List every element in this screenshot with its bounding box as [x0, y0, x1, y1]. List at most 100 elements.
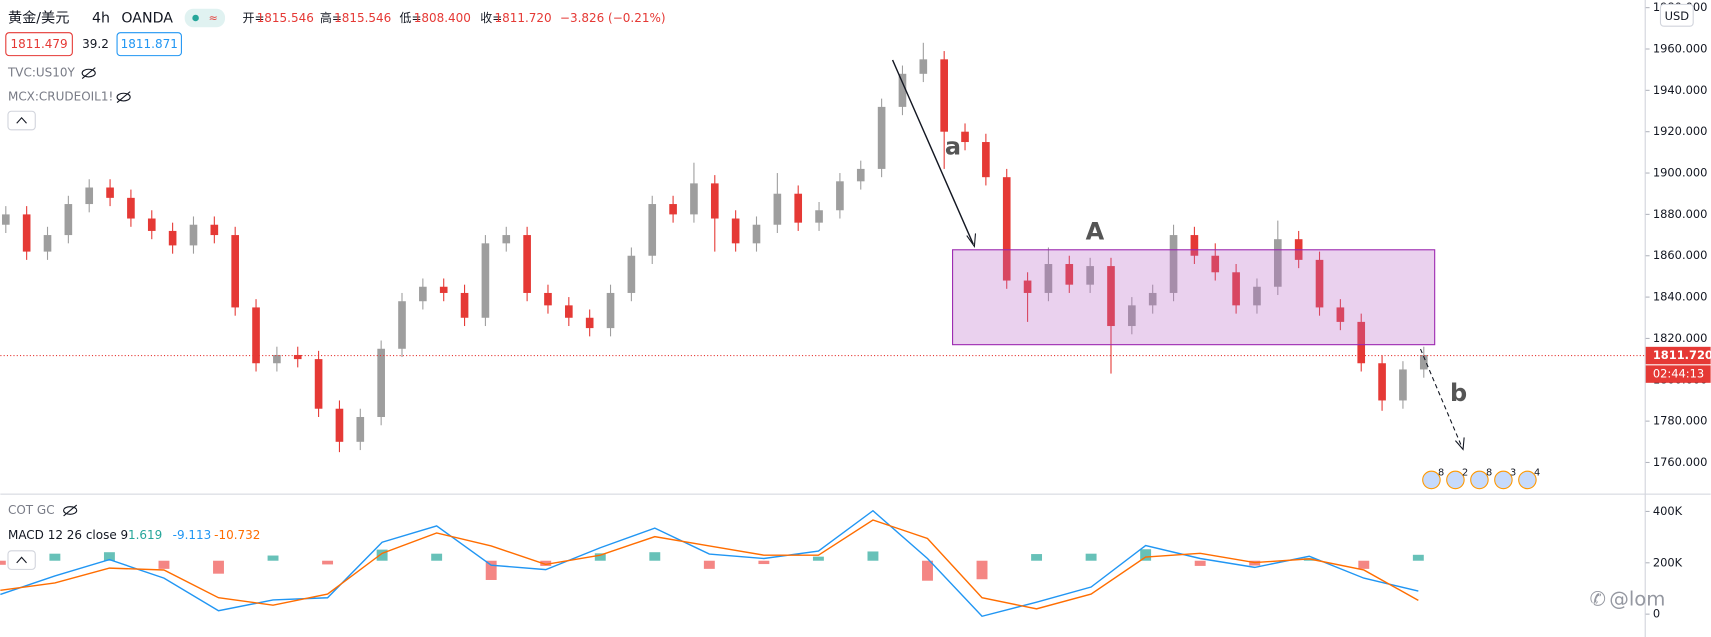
ohlc-key: 收=	[480, 11, 502, 25]
watermark: @lom	[1609, 587, 1665, 610]
histogram-bar	[376, 549, 388, 561]
currency-button[interactable]	[1659, 3, 1694, 27]
histogram-bar	[1085, 553, 1097, 561]
status-dot	[192, 14, 199, 22]
annotation: b	[1450, 379, 1467, 407]
ohlc-key: 低=	[400, 11, 422, 25]
candle-body	[731, 218, 740, 244]
candle-body	[836, 181, 844, 211]
status-pill[interactable]	[184, 8, 226, 28]
collapse-button[interactable]	[7, 110, 36, 131]
y-tick-label: 1780.000	[1653, 414, 1708, 428]
candle-body	[1023, 280, 1032, 293]
candle-body	[252, 307, 260, 364]
buy-button[interactable]	[116, 32, 182, 57]
candle-body	[314, 359, 323, 409]
candle-body	[502, 235, 511, 244]
candle-body	[1065, 264, 1074, 285]
candle-body	[460, 292, 469, 318]
candle-body	[64, 204, 73, 236]
legend-value: -9.113	[173, 528, 212, 542]
histogram-bar	[0, 560, 6, 565]
arrow-head	[1455, 437, 1465, 451]
candle-body	[1190, 235, 1199, 256]
candle-body	[1, 214, 10, 225]
candle-body	[189, 224, 198, 246]
candle-body	[544, 292, 552, 306]
y-tick-label: 1900.000	[1653, 166, 1708, 180]
y-tick-label: 1820.000	[1653, 331, 1708, 345]
ohlc-value: 1811.720	[494, 11, 551, 25]
histogram-bar	[976, 560, 988, 580]
candle-body	[293, 354, 302, 360]
arrow-b	[1420, 348, 1463, 448]
candle-body	[710, 183, 719, 219]
arrow-head	[966, 233, 977, 249]
y-tick-label: 200K	[1653, 555, 1683, 569]
candle-body	[1002, 177, 1011, 281]
event-icon[interactable]	[1470, 470, 1489, 490]
hidden-icons	[63, 67, 131, 517]
histogram-bar	[922, 560, 933, 581]
y-tick-label: 1840.000	[1653, 290, 1708, 304]
candle-body	[419, 286, 427, 302]
event-count: 4	[1534, 467, 1540, 478]
candle-body	[210, 224, 219, 236]
candle-body	[794, 193, 803, 223]
candle-body	[231, 235, 239, 308]
histogram-bar	[103, 552, 115, 561]
candle-body	[565, 305, 573, 318]
candle-body	[982, 142, 990, 178]
candle-body	[1044, 264, 1053, 293]
ohlc-value: 1815.546	[257, 11, 314, 25]
candle-body	[106, 187, 114, 198]
event-icon[interactable]	[1494, 470, 1513, 490]
candle-body	[1419, 354, 1428, 370]
event-icon[interactable]	[1518, 470, 1537, 490]
status-icon: ≈	[209, 12, 218, 25]
collapse-button[interactable]	[7, 550, 36, 570]
event-icon[interactable]	[1422, 470, 1441, 490]
histogram-bar	[1358, 560, 1370, 569]
candle-body	[377, 348, 385, 417]
legend-value: 1.619	[128, 528, 162, 542]
candle-body	[1128, 305, 1136, 327]
histogram-bar	[213, 560, 224, 574]
y-tick-label: 1920.000	[1653, 124, 1708, 138]
bid: 1811.479	[10, 37, 67, 51]
sell-button[interactable]	[5, 32, 73, 57]
event-icon[interactable]	[1446, 470, 1465, 490]
candle-body	[22, 214, 31, 252]
exchange: OANDA	[121, 11, 173, 27]
histogram-bar	[867, 551, 879, 561]
histogram-bar	[812, 556, 824, 561]
candle-body	[356, 416, 365, 442]
candle-body	[1107, 266, 1115, 327]
candle-body	[940, 59, 948, 132]
candle-body	[1336, 307, 1345, 322]
candle-body	[1357, 321, 1366, 364]
y-tick-label: 1940.000	[1653, 83, 1708, 97]
candle-body	[398, 301, 406, 349]
candle-body	[877, 106, 886, 169]
candle-body	[815, 210, 823, 223]
candle-body	[919, 59, 928, 74]
candle-body	[585, 317, 594, 329]
candle-body	[773, 193, 782, 225]
candle-body	[648, 204, 657, 256]
ohlc-key: 高=	[320, 10, 342, 25]
histogram-bar	[49, 553, 61, 561]
arrow-a	[891, 59, 974, 245]
plot: 1760.0001780.0001800.0001820.0001840.000…	[0, 0, 1711, 621]
y-tick-label: 1860.000	[1653, 248, 1708, 262]
candle-body	[961, 131, 969, 143]
price-label-bg	[1645, 346, 1711, 365]
interval: 4h	[92, 11, 110, 27]
candle-body	[606, 292, 615, 329]
event-count: 3	[1510, 467, 1516, 478]
y-tick-label: 0	[1653, 607, 1660, 621]
histogram-bar	[1140, 549, 1152, 561]
ask: 1811.871	[121, 37, 178, 51]
overlay-symbol: TVC:US10Y	[7, 66, 76, 80]
